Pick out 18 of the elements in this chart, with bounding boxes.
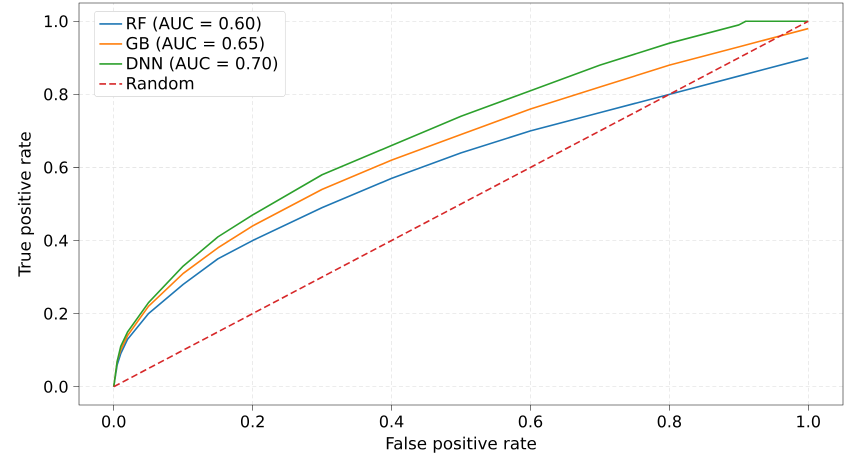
- y-tick-label: 0.6: [44, 161, 68, 174]
- y-tick-label: 1.0: [44, 15, 68, 28]
- x-tick-label: 1.0: [797, 415, 820, 428]
- x-tick-label: 0.8: [658, 415, 681, 428]
- legend-label: GB (AUC = 0.65): [126, 36, 264, 52]
- y-tick-label: 0.2: [44, 308, 68, 320]
- x-tick-label: 0.2: [240, 415, 264, 428]
- y-tick-label: 0.0: [44, 380, 68, 393]
- x-tick-label: 0.4: [380, 415, 404, 428]
- legend-label: Random: [127, 76, 194, 90]
- legend-label: DNN (AUC = 0.70): [127, 56, 278, 72]
- x-tick-label: 0.0: [102, 415, 126, 428]
- y-tick-label: 0.4: [44, 234, 68, 247]
- legend-label: RF (AUC = 0.60): [127, 16, 260, 32]
- y-axis-title: True positive rate: [18, 132, 34, 277]
- y-tick-label: 0.8: [44, 88, 68, 100]
- x-axis-title: False positive rate: [386, 436, 536, 453]
- x-tick-label: 0.6: [518, 415, 542, 428]
